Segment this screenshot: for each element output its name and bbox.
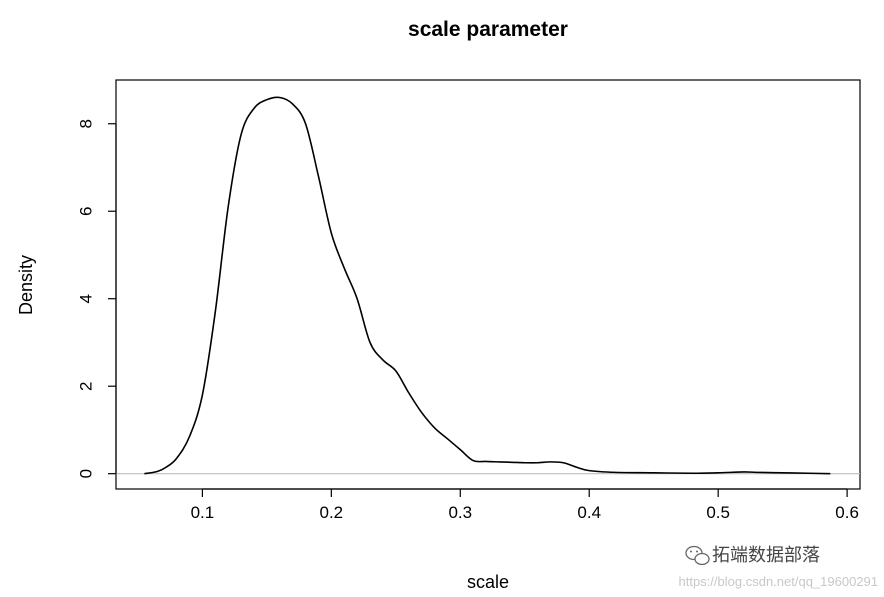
x-tick-label: 0.4 [577, 503, 601, 522]
y-tick-label: 8 [77, 119, 96, 128]
watermark: 拓端数据部落 https://blog.csdn.net/qq_19600291 [679, 545, 879, 589]
watermark-text: 拓端数据部落 [712, 545, 820, 566]
y-tick-label: 2 [77, 381, 96, 390]
y-tick-label: 6 [77, 206, 96, 215]
x-tick-label: 0.5 [706, 503, 730, 522]
x-tick-label: 0.2 [320, 503, 344, 522]
y-axis: 0 2 4 6 8 [77, 119, 117, 478]
x-tick-label: 0.3 [448, 503, 472, 522]
y-tick-label: 4 [77, 294, 96, 303]
chart-title: scale parameter [408, 18, 568, 41]
x-axis-label: scale [467, 572, 509, 592]
x-axis: 0.1 0.2 0.3 0.4 0.5 0.6 [191, 488, 859, 522]
wechat-icon [685, 545, 710, 566]
y-tick-label: 0 [77, 469, 96, 478]
x-tick-label: 0.6 [835, 503, 859, 522]
watermark-url: https://blog.csdn.net/qq_19600291 [679, 574, 879, 589]
y-axis-label: Density [16, 255, 36, 315]
x-tick-label: 0.1 [191, 503, 215, 522]
plot-frame [115, 79, 861, 490]
density-curve [144, 96, 831, 475]
